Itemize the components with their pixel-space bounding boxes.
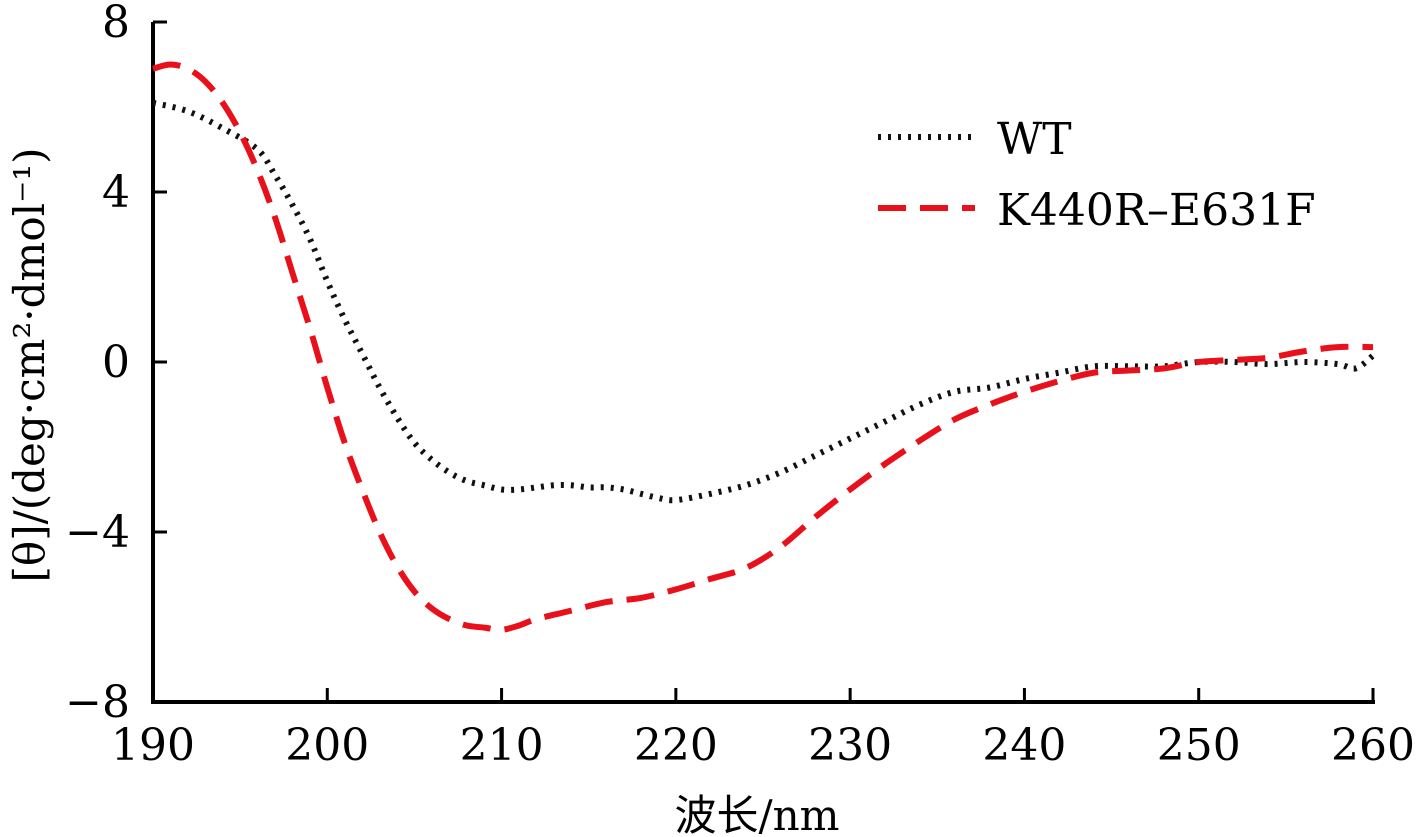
x-tick-label: 190 [111,720,195,771]
x-tick-label: 210 [460,720,544,771]
ticks: 190 200 210 220 230 240 250 260 −8 −4 0 4 8 [65,0,1415,771]
x-axis-title: 波长/nm [674,791,839,837]
x-tick-label: 230 [808,720,892,771]
x-tick-label: 200 [285,720,369,771]
y-tick-label: −8 [65,677,130,728]
y-axis-title: [θ]/(deg·cm²·dmol⁻¹) [5,148,54,583]
x-tick-label: 220 [634,720,718,771]
series-wt-line [152,99,1375,504]
y-tick-label: 8 [102,0,130,48]
legend-mutant-label: K440R–E631F [997,185,1316,236]
series-layer [152,61,1375,633]
y-tick-label: −4 [65,507,130,558]
series-mutant-line [152,61,1374,633]
legend-wt-label: WT [997,114,1072,165]
legend: WT K440R–E631F [878,114,1316,236]
axes [151,22,1375,704]
x-tick-label: 260 [1331,720,1415,771]
y-tick-label: 4 [102,167,130,218]
x-tick-label: 240 [982,720,1066,771]
y-tick-label: 0 [102,337,130,388]
x-tick-label: 250 [1157,720,1241,771]
